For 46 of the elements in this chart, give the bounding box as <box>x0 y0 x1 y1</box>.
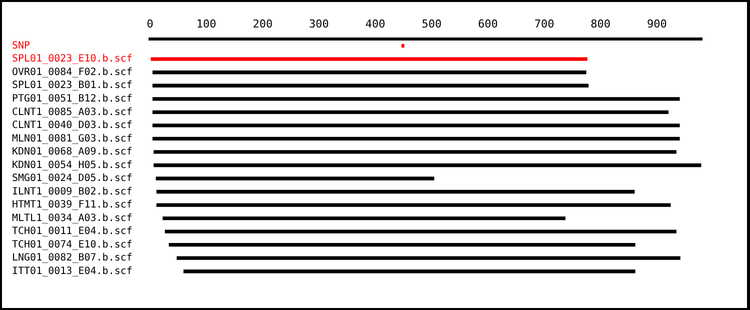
bar <box>152 97 680 101</box>
y-tick-label: SMG01_0024_D05.b.scf <box>12 173 132 184</box>
x-tick-label: 0 <box>146 17 154 30</box>
y-tick-label: TCH01_0011_E04.b.scf <box>12 226 132 238</box>
x-tick-label: 300 <box>309 17 329 30</box>
bar <box>152 70 586 74</box>
bar <box>162 216 566 220</box>
bar <box>168 243 636 247</box>
y-tick-label: KDN01_0054_H05.b.scf <box>12 160 132 171</box>
y-tick-label: ILNT1_0009_B02.b.scf <box>12 186 132 198</box>
y-tick-label: ITT01_0013_E04.b.scf <box>12 266 132 277</box>
x-tick-label: 800 <box>590 17 611 30</box>
y-tick-label: SNP <box>12 40 30 52</box>
y-tick-label: SPL01_0023_E10.b.scf <box>12 54 132 65</box>
bar <box>156 190 635 194</box>
y-tick-label: PTG01_0051_B12.b.scf <box>12 93 132 104</box>
bar <box>176 256 680 260</box>
x-tick-label: 200 <box>252 17 273 30</box>
y-tick-label: KDN01_0068_A09.b.scf <box>12 146 132 158</box>
x-tick-label: 500 <box>422 17 442 30</box>
bar <box>150 57 588 61</box>
y-tick-label: SPL01_0023_B01.b.scf <box>12 80 132 92</box>
y-tick-label: OVR01_0084_F02.b.scf <box>12 66 132 78</box>
y-tick-label: MLN01_0081_G03.b.scf <box>12 133 132 144</box>
x-tick-label: 900 <box>647 17 667 30</box>
y-tick-label: HTMT1_0039_F11.b.scf <box>12 200 132 211</box>
bar <box>183 270 636 274</box>
bar <box>154 163 702 168</box>
x-tick-label: 400 <box>365 17 386 30</box>
bar <box>152 84 589 88</box>
bar <box>401 44 404 48</box>
bar <box>156 176 434 180</box>
y-tick-label: MLTL1_0034_A03.b.scf <box>12 212 132 224</box>
bar <box>152 124 680 128</box>
x-tick-label: 700 <box>534 17 554 30</box>
bar <box>156 203 671 207</box>
x-tick-label: 600 <box>478 17 498 30</box>
bar <box>154 150 676 154</box>
x-tick-label: 100 <box>196 17 216 30</box>
y-tick-label: CLNT1_0085_A03.b.scf <box>12 106 132 118</box>
bar <box>152 110 669 114</box>
y-tick-label: LNG01_0082_B07.b.scf <box>12 252 132 264</box>
y-tick-label: TCH01_0074_E10.b.scf <box>12 239 132 250</box>
bar <box>164 230 676 234</box>
y-tick-label: CLNT1_0040_D03.b.scf <box>12 120 132 132</box>
bar <box>152 136 680 141</box>
